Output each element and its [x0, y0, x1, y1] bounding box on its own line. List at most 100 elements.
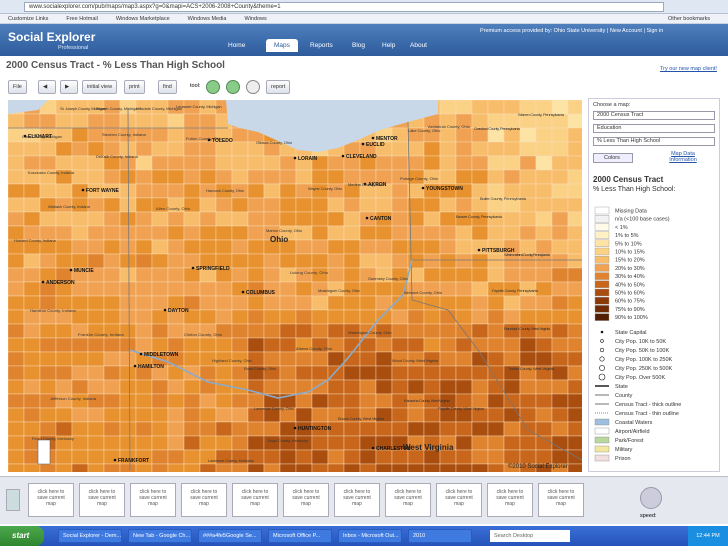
task-item[interactable]: Social Explorer - Dem...	[58, 529, 122, 543]
tract	[23, 421, 41, 437]
task-item[interactable]: New Tab - Google Ch...	[128, 529, 192, 543]
nav-item[interactable]: Reports	[310, 42, 333, 49]
tract	[199, 337, 217, 353]
save-thumbnail[interactable]: click here to save current map	[385, 483, 431, 517]
tract	[87, 463, 105, 472]
tract	[151, 393, 169, 409]
save-thumbnail[interactable]: click here to save current map	[232, 483, 278, 517]
start-button[interactable]: start	[0, 526, 44, 546]
legend-label: Missing Data	[615, 209, 648, 215]
tract	[567, 141, 582, 157]
tract	[295, 295, 313, 311]
print-button[interactable]: print	[124, 80, 145, 94]
save-thumbnail[interactable]: click here to save current map	[436, 483, 482, 517]
save-thumbnail[interactable]: click here to save current map	[487, 483, 533, 517]
legend-label: 60% to 75%	[615, 299, 645, 305]
save-thumbnail[interactable]: click here to save current map	[283, 483, 329, 517]
header-link[interactable]: Sign in	[646, 28, 664, 34]
task-item[interactable]: ###a4fe5Google Se...	[198, 529, 262, 543]
legend-title: 2000 Census Tract	[593, 175, 664, 184]
tract	[87, 197, 105, 213]
save-thumbnail[interactable]: click here to save current map	[28, 483, 74, 517]
zoom-in[interactable]	[206, 80, 220, 94]
tract	[39, 323, 57, 339]
save-thumbnail[interactable]: click here to save current map	[130, 483, 176, 517]
bookmark[interactable]: Customize Links	[8, 16, 49, 22]
map[interactable]: ELKHART FORT WAYNE MUNCIE ANDERSON SPRINGFIE…	[8, 100, 582, 472]
tract	[151, 183, 169, 199]
save-thumbnail[interactable]: click here to save current map	[334, 483, 380, 517]
bookmark[interactable]: Free Hotmail	[66, 16, 98, 22]
county-label: Ottawa County, Ohio	[256, 140, 293, 145]
tract	[263, 169, 281, 185]
bookmark[interactable]: Windows	[244, 16, 267, 22]
other-bookmarks[interactable]: Other bookmarks	[668, 16, 711, 22]
tract	[183, 407, 201, 423]
map-data-info[interactable]: Map Data Information	[653, 151, 713, 163]
task-item[interactable]: Inbox - Microsoft Out...	[338, 529, 402, 543]
map-select[interactable]: Education	[593, 124, 715, 133]
info-line[interactable]: Information	[669, 157, 697, 163]
colors-button[interactable]: Colors	[593, 153, 633, 163]
tract	[327, 197, 345, 213]
state-line	[127, 107, 131, 471]
header-link[interactable]: New Account	[609, 28, 642, 34]
bookmark[interactable]: Windows Media	[187, 16, 227, 22]
nav-item[interactable]: Help	[382, 42, 396, 49]
tract	[423, 421, 441, 437]
county-label: Howard County, Indiana	[14, 238, 57, 243]
zoom-out[interactable]	[226, 80, 240, 94]
tract	[199, 435, 217, 451]
county-label: DeKalb County, Indiana	[96, 154, 139, 159]
task-item[interactable]: 2010	[408, 529, 472, 543]
tract	[8, 155, 25, 171]
tract	[311, 295, 329, 311]
forward-button[interactable]: ▶	[60, 80, 78, 94]
tract	[391, 141, 409, 157]
tract	[567, 323, 582, 339]
save-thumbnail[interactable]: click here to save current map	[181, 483, 227, 517]
tract	[167, 113, 185, 129]
tract	[327, 155, 345, 171]
bookmark[interactable]: Windows Marketplace	[115, 16, 170, 22]
map-select[interactable]: % Less Than High School	[593, 137, 715, 146]
report-button[interactable]: report	[266, 80, 291, 94]
city-label: CLEVELAND	[346, 154, 377, 160]
tract	[279, 463, 297, 472]
initial-view-button[interactable]: initial view	[82, 80, 118, 94]
tract	[567, 337, 582, 353]
url-field[interactable]: www.socialexplorer.com/pub/maps/map3.asp…	[24, 2, 664, 12]
save-thumbnail[interactable]: click here to save current map	[79, 483, 125, 517]
nav-item[interactable]: Maps	[266, 39, 298, 52]
map-select[interactable]: 2000 Census Tract	[593, 111, 715, 120]
logo[interactable]: Social Explorer	[8, 30, 96, 44]
back-button[interactable]: ◀	[38, 80, 56, 94]
tract	[87, 253, 105, 269]
search-box[interactable]: Search Desktop	[490, 530, 570, 542]
tract	[439, 169, 457, 185]
city-marker	[371, 446, 375, 450]
nav-item[interactable]: Blog	[352, 42, 366, 49]
tract	[151, 323, 169, 339]
tract	[39, 351, 57, 367]
find-button[interactable]: find	[158, 80, 177, 94]
tract	[343, 435, 361, 451]
tract	[407, 155, 425, 171]
tract	[375, 197, 393, 213]
tract	[487, 393, 505, 409]
tract	[135, 323, 153, 339]
file-button[interactable]: File	[8, 80, 27, 94]
scroll-left[interactable]	[6, 489, 20, 511]
task-item[interactable]: Microsoft Office P...	[268, 529, 332, 543]
legend-label: 20% to 30%	[615, 266, 645, 272]
new-client-link[interactable]: Try our new map client!	[660, 66, 717, 72]
save-thumbnail[interactable]: click here to save current map	[538, 483, 584, 517]
tract	[199, 239, 217, 255]
tract	[487, 253, 505, 269]
tract	[23, 183, 41, 199]
pan-tool[interactable]	[246, 80, 260, 94]
info-line[interactable]: Map Data	[671, 151, 695, 157]
nav-item[interactable]: Home	[228, 42, 246, 49]
nav-item[interactable]: About	[410, 42, 427, 49]
play-button[interactable]	[640, 487, 662, 509]
